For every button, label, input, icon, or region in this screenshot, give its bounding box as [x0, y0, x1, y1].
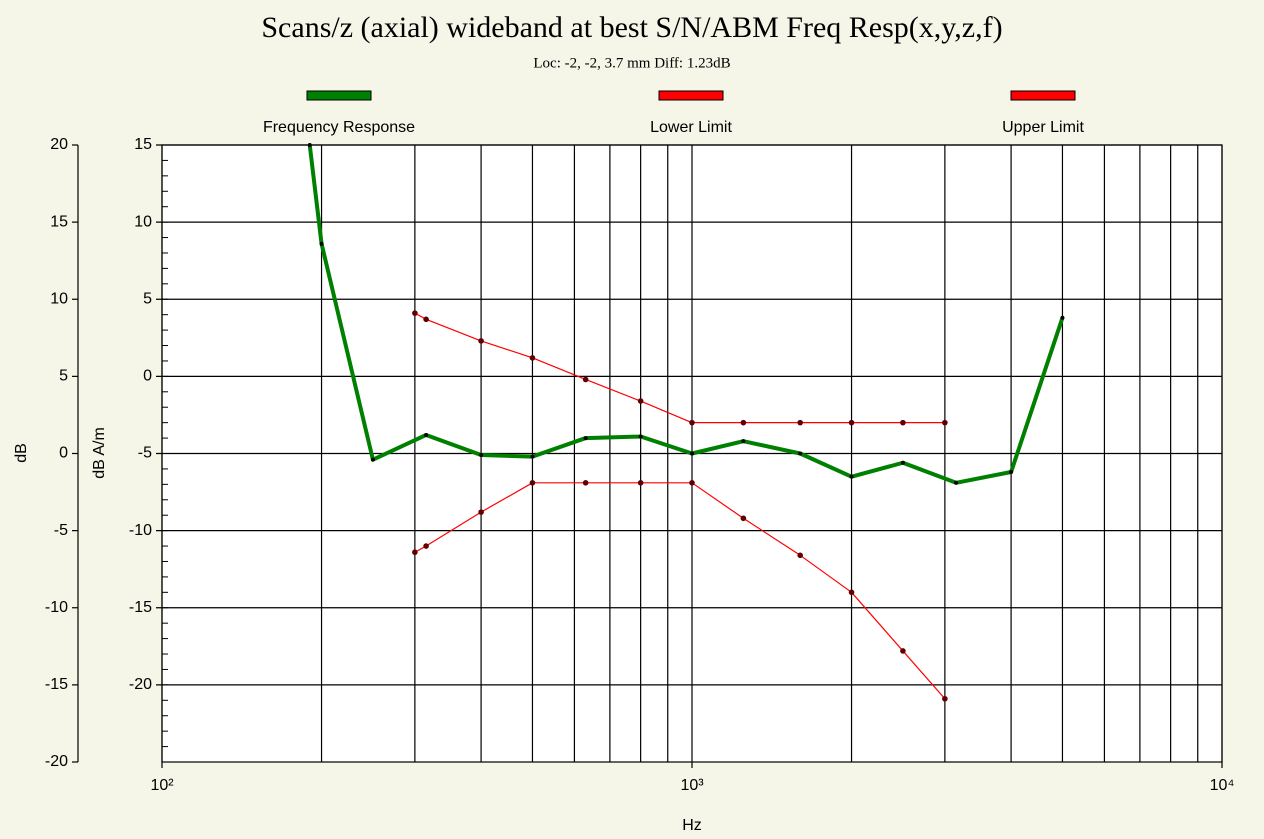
data-point [412, 549, 418, 556]
data-point [479, 453, 484, 458]
y-tick-label: 15 [50, 213, 68, 230]
data-point [689, 480, 695, 486]
series-line [414, 312, 945, 424]
data-point [423, 543, 429, 549]
chart-subtitle: Loc: -2, -2, 3.7 mm Diff: 1.23dB [533, 55, 730, 71]
data-point [637, 480, 644, 486]
y-tick-label: -10 [45, 599, 68, 616]
y2-tick-label: -5 [138, 445, 152, 462]
data-point [942, 695, 948, 702]
legend-label: Frequency Response [263, 119, 415, 136]
data-point [741, 439, 746, 444]
y-tick-label: 0 [59, 445, 68, 462]
data-point [900, 648, 906, 654]
data-point [740, 419, 747, 426]
y-tick-label: -15 [45, 676, 68, 693]
data-point [478, 509, 484, 515]
data-point [583, 436, 588, 441]
y-tick-label: 10 [50, 290, 68, 307]
y2-tick-label: 0 [143, 368, 152, 385]
data-point [1009, 470, 1014, 475]
data-point [849, 474, 854, 479]
y2-tick-label: -20 [129, 676, 152, 693]
x-tick-label: 10³ [680, 777, 704, 794]
data-point [529, 480, 536, 486]
data-point [798, 451, 803, 456]
y2-tick-label: -10 [129, 522, 152, 539]
series-line [307, 144, 1065, 485]
y2-axis-label: dB A/m [91, 427, 108, 479]
legend-label: Lower Limit [650, 119, 732, 136]
data-point [307, 143, 312, 147]
data-point [478, 338, 484, 344]
x-tick-label: 10⁴ [1210, 777, 1235, 794]
data-point [638, 434, 643, 439]
data-point [582, 480, 589, 486]
data-point [900, 460, 905, 465]
y-tick-label: 20 [50, 136, 68, 153]
y-tick-label: -5 [54, 522, 68, 539]
y-tick-label: 5 [59, 368, 68, 385]
plot-frame [161, 144, 1223, 763]
data-point [424, 432, 429, 437]
data-point [900, 419, 906, 426]
y2-tick-label: 10 [134, 213, 152, 230]
y-tick-label: -20 [45, 753, 68, 770]
legend-swatch [1010, 90, 1076, 101]
data-point [690, 451, 694, 456]
data-point [1060, 315, 1065, 320]
chart-title: Scans/z (axial) wideband at best S/N/ABM… [261, 11, 1002, 44]
y2-tick-label: 5 [143, 290, 152, 307]
data-point [797, 552, 803, 559]
data-point [954, 480, 959, 485]
y2-tick-label: -15 [129, 599, 152, 616]
data-point [848, 419, 855, 426]
data-point [848, 589, 855, 596]
data-point [942, 419, 948, 426]
legend-swatch [658, 90, 724, 101]
data-point [637, 398, 644, 404]
data-point [529, 355, 536, 361]
y-axis-label: dB [13, 443, 30, 463]
x-axis-label: Hz [682, 817, 702, 834]
data-point [689, 419, 695, 426]
data-point [412, 310, 418, 316]
series-line [414, 482, 946, 700]
legend-swatch [306, 90, 372, 101]
data-point [797, 419, 803, 426]
x-tick-label: 10² [150, 777, 174, 794]
data-point [740, 515, 747, 522]
y2-tick-label: 15 [134, 136, 152, 153]
data-point [370, 457, 375, 462]
data-point [582, 376, 589, 383]
data-point [423, 316, 429, 323]
data-point [530, 454, 535, 459]
data-point [319, 241, 324, 246]
legend-label: Upper Limit [1002, 119, 1084, 136]
